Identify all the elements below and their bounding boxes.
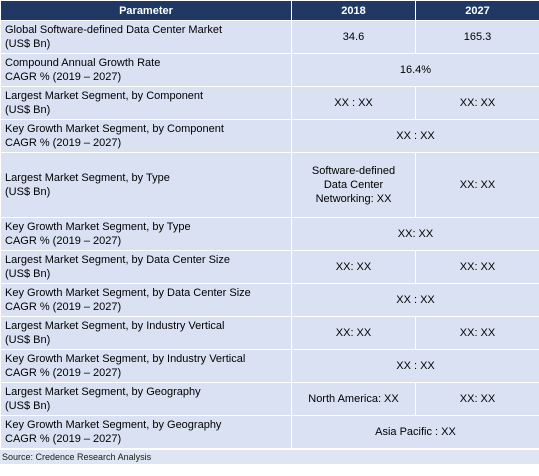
- header-parameter: Parameter: [0, 0, 292, 21]
- table-header-row: Parameter 2018 2027: [0, 0, 539, 21]
- table-row: Key Growth Market Segment, by Data Cente…: [0, 283, 539, 317]
- parameter-line1: Largest Market Segment, by Type: [5, 172, 170, 184]
- value-2018: North America: XX: [291, 382, 416, 416]
- parameter-line2: CAGR % (2019 – 2027): [5, 235, 122, 247]
- source-note: Source: Credence Research Analysis: [0, 449, 539, 464]
- table-row: Key Growth Market Segment, by Type CAGR %…: [0, 217, 539, 251]
- table-row: Global Software-defined Data Center Mark…: [0, 20, 539, 54]
- parameter-line1: Largest Market Segment, by Geography: [5, 386, 201, 398]
- parameter-line2: (US$ Bn): [5, 334, 51, 346]
- parameter-line2: (US$ Bn): [5, 186, 51, 198]
- value-2027: XX: XX: [415, 152, 539, 218]
- parameter-line2: CAGR % (2019 – 2027): [5, 137, 122, 149]
- parameter-line2: (US$ Bn): [5, 38, 51, 50]
- table-row: Largest Market Segment, by Geography (US$…: [0, 382, 539, 416]
- parameter-cell: Key Growth Market Segment, by Geography C…: [0, 415, 292, 449]
- parameter-line2: CAGR % (2019 – 2027): [5, 433, 122, 445]
- value-2018: XX: XX: [291, 250, 416, 284]
- value-2027: XX: XX: [415, 382, 539, 416]
- parameter-cell: Global Software-defined Data Center Mark…: [0, 20, 292, 54]
- parameter-line1: Key Growth Market Segment, by Data Cente…: [5, 287, 251, 299]
- parameter-cell: Key Growth Market Segment, by Type CAGR %…: [0, 217, 292, 251]
- parameter-line1: Key Growth Market Segment, by Industry V…: [5, 353, 246, 365]
- value-2027: XX: XX: [415, 250, 539, 284]
- value-merged: 16.4%: [291, 53, 539, 87]
- value-2018: XX : XX: [291, 86, 416, 120]
- parameter-cell: Key Growth Market Segment, by Data Cente…: [0, 283, 292, 317]
- parameter-line1: Key Growth Market Segment, by Type: [5, 221, 191, 233]
- value-2027: XX: XX: [415, 86, 539, 120]
- parameter-line2: (US$ Bn): [5, 104, 51, 116]
- market-summary-table: Parameter 2018 2027 Global Software-defi…: [0, 0, 539, 449]
- value-merged: Asia Pacific : XX: [291, 415, 539, 449]
- parameter-line2: (US$ Bn): [5, 400, 51, 412]
- parameter-line2: CAGR % (2019 – 2027): [5, 367, 122, 379]
- parameter-cell: Key Growth Market Segment, by Component C…: [0, 119, 292, 153]
- parameter-cell: Largest Market Segment, by Component (US$…: [0, 86, 292, 120]
- table-row: Key Growth Market Segment, by Geography C…: [0, 415, 539, 449]
- value-2018: Software-defined Data Center Networking:…: [291, 152, 416, 218]
- parameter-line1: Key Growth Market Segment, by Component: [5, 123, 224, 135]
- parameter-line1: Key Growth Market Segment, by Geography: [5, 419, 222, 431]
- parameter-line1: Compound Annual Growth Rate: [5, 57, 161, 69]
- table-row: Key Growth Market Segment, by Industry V…: [0, 349, 539, 383]
- table-row: Compound Annual Growth Rate CAGR % (2019 …: [0, 53, 539, 87]
- parameter-cell: Compound Annual Growth Rate CAGR % (2019 …: [0, 53, 292, 87]
- table-row: Largest Market Segment, by Industry Vert…: [0, 316, 539, 350]
- header-2018: 2018: [291, 0, 416, 21]
- value-merged: XX : XX: [291, 283, 539, 317]
- value-merged: XX : XX: [291, 349, 539, 383]
- value-2018: XX: XX: [291, 316, 416, 350]
- parameter-line1: Largest Market Segment, by Industry Vert…: [5, 320, 225, 332]
- parameter-line2: (US$ Bn): [5, 268, 51, 280]
- parameter-line1: Largest Market Segment, by Data Center S…: [5, 254, 230, 266]
- value-2027: 165.3: [415, 20, 539, 54]
- parameter-line1: Global Software-defined Data Center Mark…: [5, 24, 223, 36]
- value-2027: XX: XX: [415, 316, 539, 350]
- parameter-line2: CAGR % (2019 – 2027): [5, 301, 122, 313]
- value-2018: 34.6: [291, 20, 416, 54]
- table-row: Largest Market Segment, by Component (US$…: [0, 86, 539, 120]
- parameter-cell: Largest Market Segment, by Industry Vert…: [0, 316, 292, 350]
- value-merged: XX : XX: [291, 119, 539, 153]
- parameter-cell: Key Growth Market Segment, by Industry V…: [0, 349, 292, 383]
- table-row: Largest Market Segment, by Data Center S…: [0, 250, 539, 284]
- header-2027: 2027: [415, 0, 539, 21]
- parameter-cell: Largest Market Segment, by Type (US$ Bn): [0, 152, 292, 218]
- parameter-line1: Largest Market Segment, by Component: [5, 90, 204, 102]
- parameter-line2: CAGR % (2019 – 2027): [5, 71, 122, 83]
- table-row: Largest Market Segment, by Type (US$ Bn) …: [0, 152, 539, 218]
- table-row: Key Growth Market Segment, by Component C…: [0, 119, 539, 153]
- value-merged: XX: XX: [291, 217, 539, 251]
- parameter-cell: Largest Market Segment, by Data Center S…: [0, 250, 292, 284]
- parameter-cell: Largest Market Segment, by Geography (US$…: [0, 382, 292, 416]
